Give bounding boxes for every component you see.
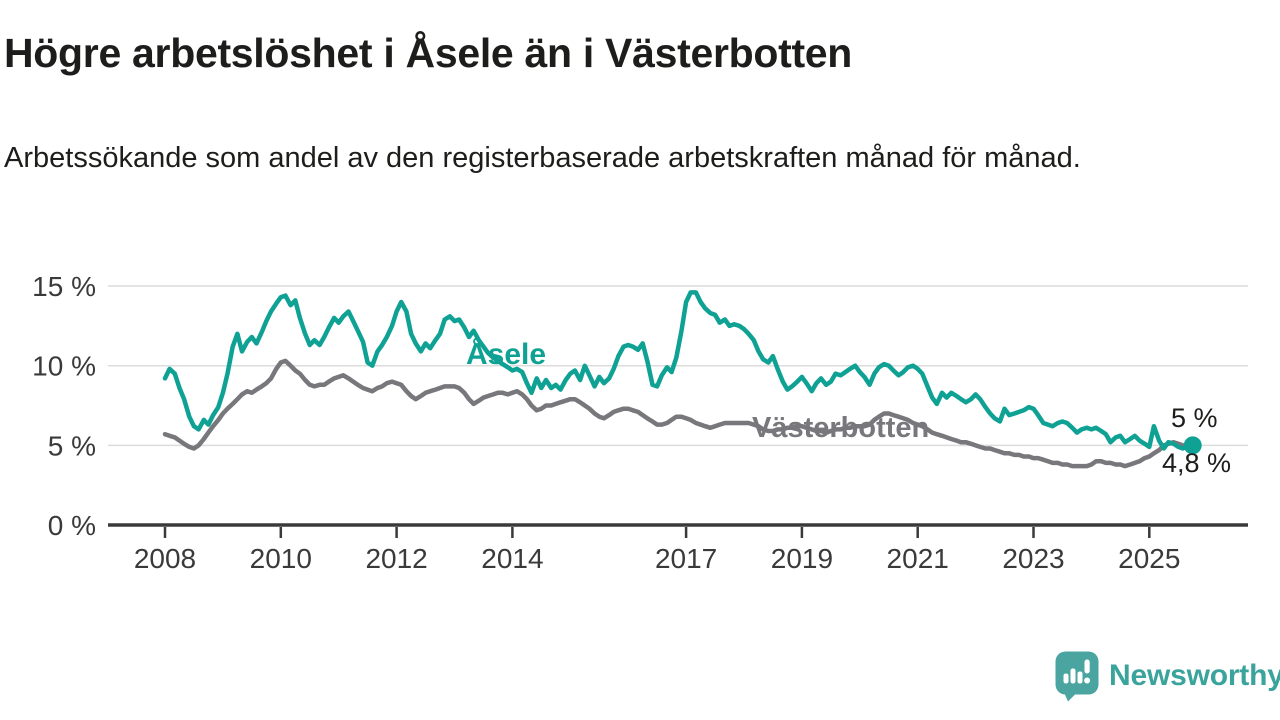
newsworthy-logo: Newsworthy (1054, 650, 1280, 702)
x-tick-label: 2019 (771, 543, 833, 574)
series-end-dot-åsele (1183, 436, 1202, 455)
series-line-västerbotten (162, 358, 1195, 469)
x-tick-label: 2025 (1118, 543, 1180, 574)
x-tick-label: 2023 (1002, 543, 1064, 574)
y-tick-label: 10 % (32, 351, 96, 382)
x-tick-label: 2021 (887, 543, 949, 574)
chart-subtitle: Arbetssökande som andel av den registerb… (4, 142, 1081, 174)
y-tick-label: 0 % (48, 510, 96, 541)
x-tick-label: 2012 (365, 543, 427, 574)
series-label-vasterbotten: Västerbotten (752, 412, 930, 444)
end-value-label-vasterbotten: 4,8 % (1162, 448, 1232, 478)
x-tick-label: 2014 (481, 543, 543, 574)
series-line-åsele (162, 290, 1195, 451)
x-tick-label: 2017 (655, 543, 717, 574)
newsworthy-speech-bubble-bars-icon (1055, 651, 1099, 702)
y-tick-label: 15 % (32, 271, 96, 302)
y-tick-label: 5 % (48, 430, 96, 461)
end-value-label-asele: 5 % (1171, 403, 1218, 433)
page-title: Högre arbetslöshet i Åsele än i Västerbo… (4, 30, 853, 76)
series-label-asele: Åsele (466, 338, 547, 371)
newsworthy-logo-text: Newsworthy (1109, 659, 1280, 692)
x-tick-label: 2010 (250, 543, 312, 574)
x-tick-label: 2008 (134, 543, 196, 574)
